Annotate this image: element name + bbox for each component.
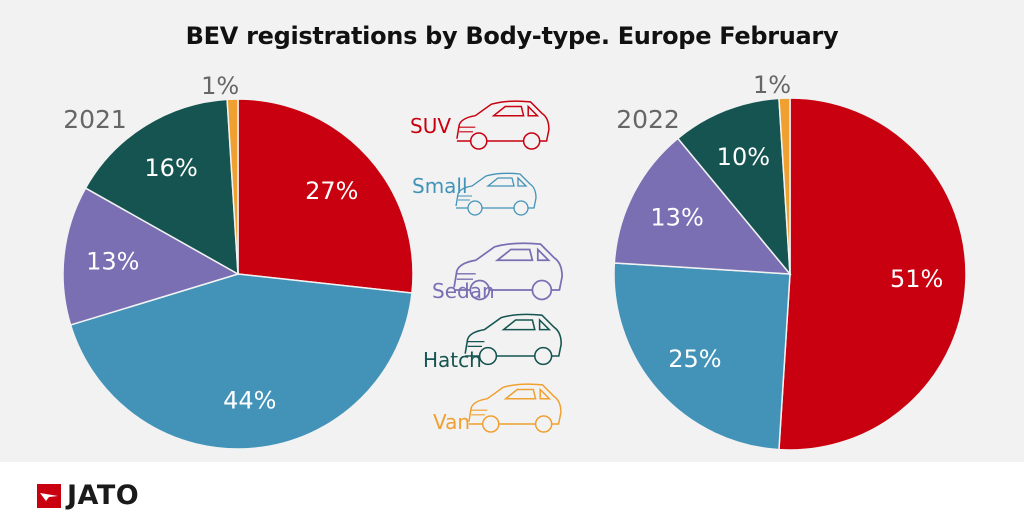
- data-label-suv: 51%: [890, 265, 943, 293]
- slice-small: [613, 262, 791, 451]
- data-label-hatch: 10%: [717, 143, 770, 171]
- data-label-van: 1%: [753, 71, 791, 99]
- jato-logo-mark-icon: [37, 483, 61, 508]
- data-label-van: 1%: [201, 72, 239, 100]
- legend-label: Hatch: [423, 348, 482, 372]
- slice-sedan: [62, 187, 240, 326]
- hatch-car-icon: [464, 313, 562, 366]
- year-label: 2022: [616, 105, 680, 134]
- slice-suv: [237, 98, 414, 294]
- jato-logo: JATO: [37, 480, 139, 511]
- data-label-suv: 27%: [305, 177, 358, 205]
- legend-label: Sedan: [432, 279, 495, 303]
- small-car-icon: [455, 172, 537, 216]
- legend-item-hatch: Hatch: [423, 313, 562, 372]
- van-car-icon: [468, 383, 562, 433]
- slice-suv: [778, 97, 967, 451]
- slice-small: [69, 273, 413, 450]
- pie-2022: 51% 25% 13% 10% 1% 2022: [613, 71, 967, 451]
- jato-logo-text: JATO: [67, 480, 140, 511]
- data-label-small: 44%: [223, 386, 276, 414]
- legend-label: Small: [412, 174, 468, 198]
- pie-2021: 27% 44% 13% 16% 1% 2021: [62, 72, 414, 450]
- slice-van: [778, 97, 791, 275]
- data-label-sedan: 13%: [650, 203, 703, 231]
- chart-title: BEV registrations by Body-type. Europe F…: [185, 22, 839, 50]
- legend-item-small: Small: [412, 172, 537, 216]
- slice-van: [226, 98, 239, 275]
- legend-label: Van: [433, 410, 470, 434]
- sedan-car-icon: [453, 242, 563, 301]
- data-label-small: 25%: [668, 345, 721, 373]
- slice-hatch: [676, 97, 791, 277]
- suv-car-icon: [456, 100, 550, 150]
- legend-item-sedan: Sedan: [432, 242, 563, 303]
- data-label-hatch: 16%: [144, 154, 197, 182]
- legend-item-suv: SUV: [410, 100, 550, 150]
- year-label: 2021: [63, 105, 127, 134]
- slice-hatch: [84, 98, 239, 276]
- data-label-sedan: 13%: [86, 247, 139, 275]
- slice-sedan: [613, 137, 792, 275]
- legend-label: SUV: [410, 114, 451, 138]
- legend-item-van: Van: [433, 383, 562, 434]
- pie-charts: 27% 44% 13% 16% 1% 2021 51% 25% 13% 10% 1% 2022 SUV S…: [62, 71, 967, 451]
